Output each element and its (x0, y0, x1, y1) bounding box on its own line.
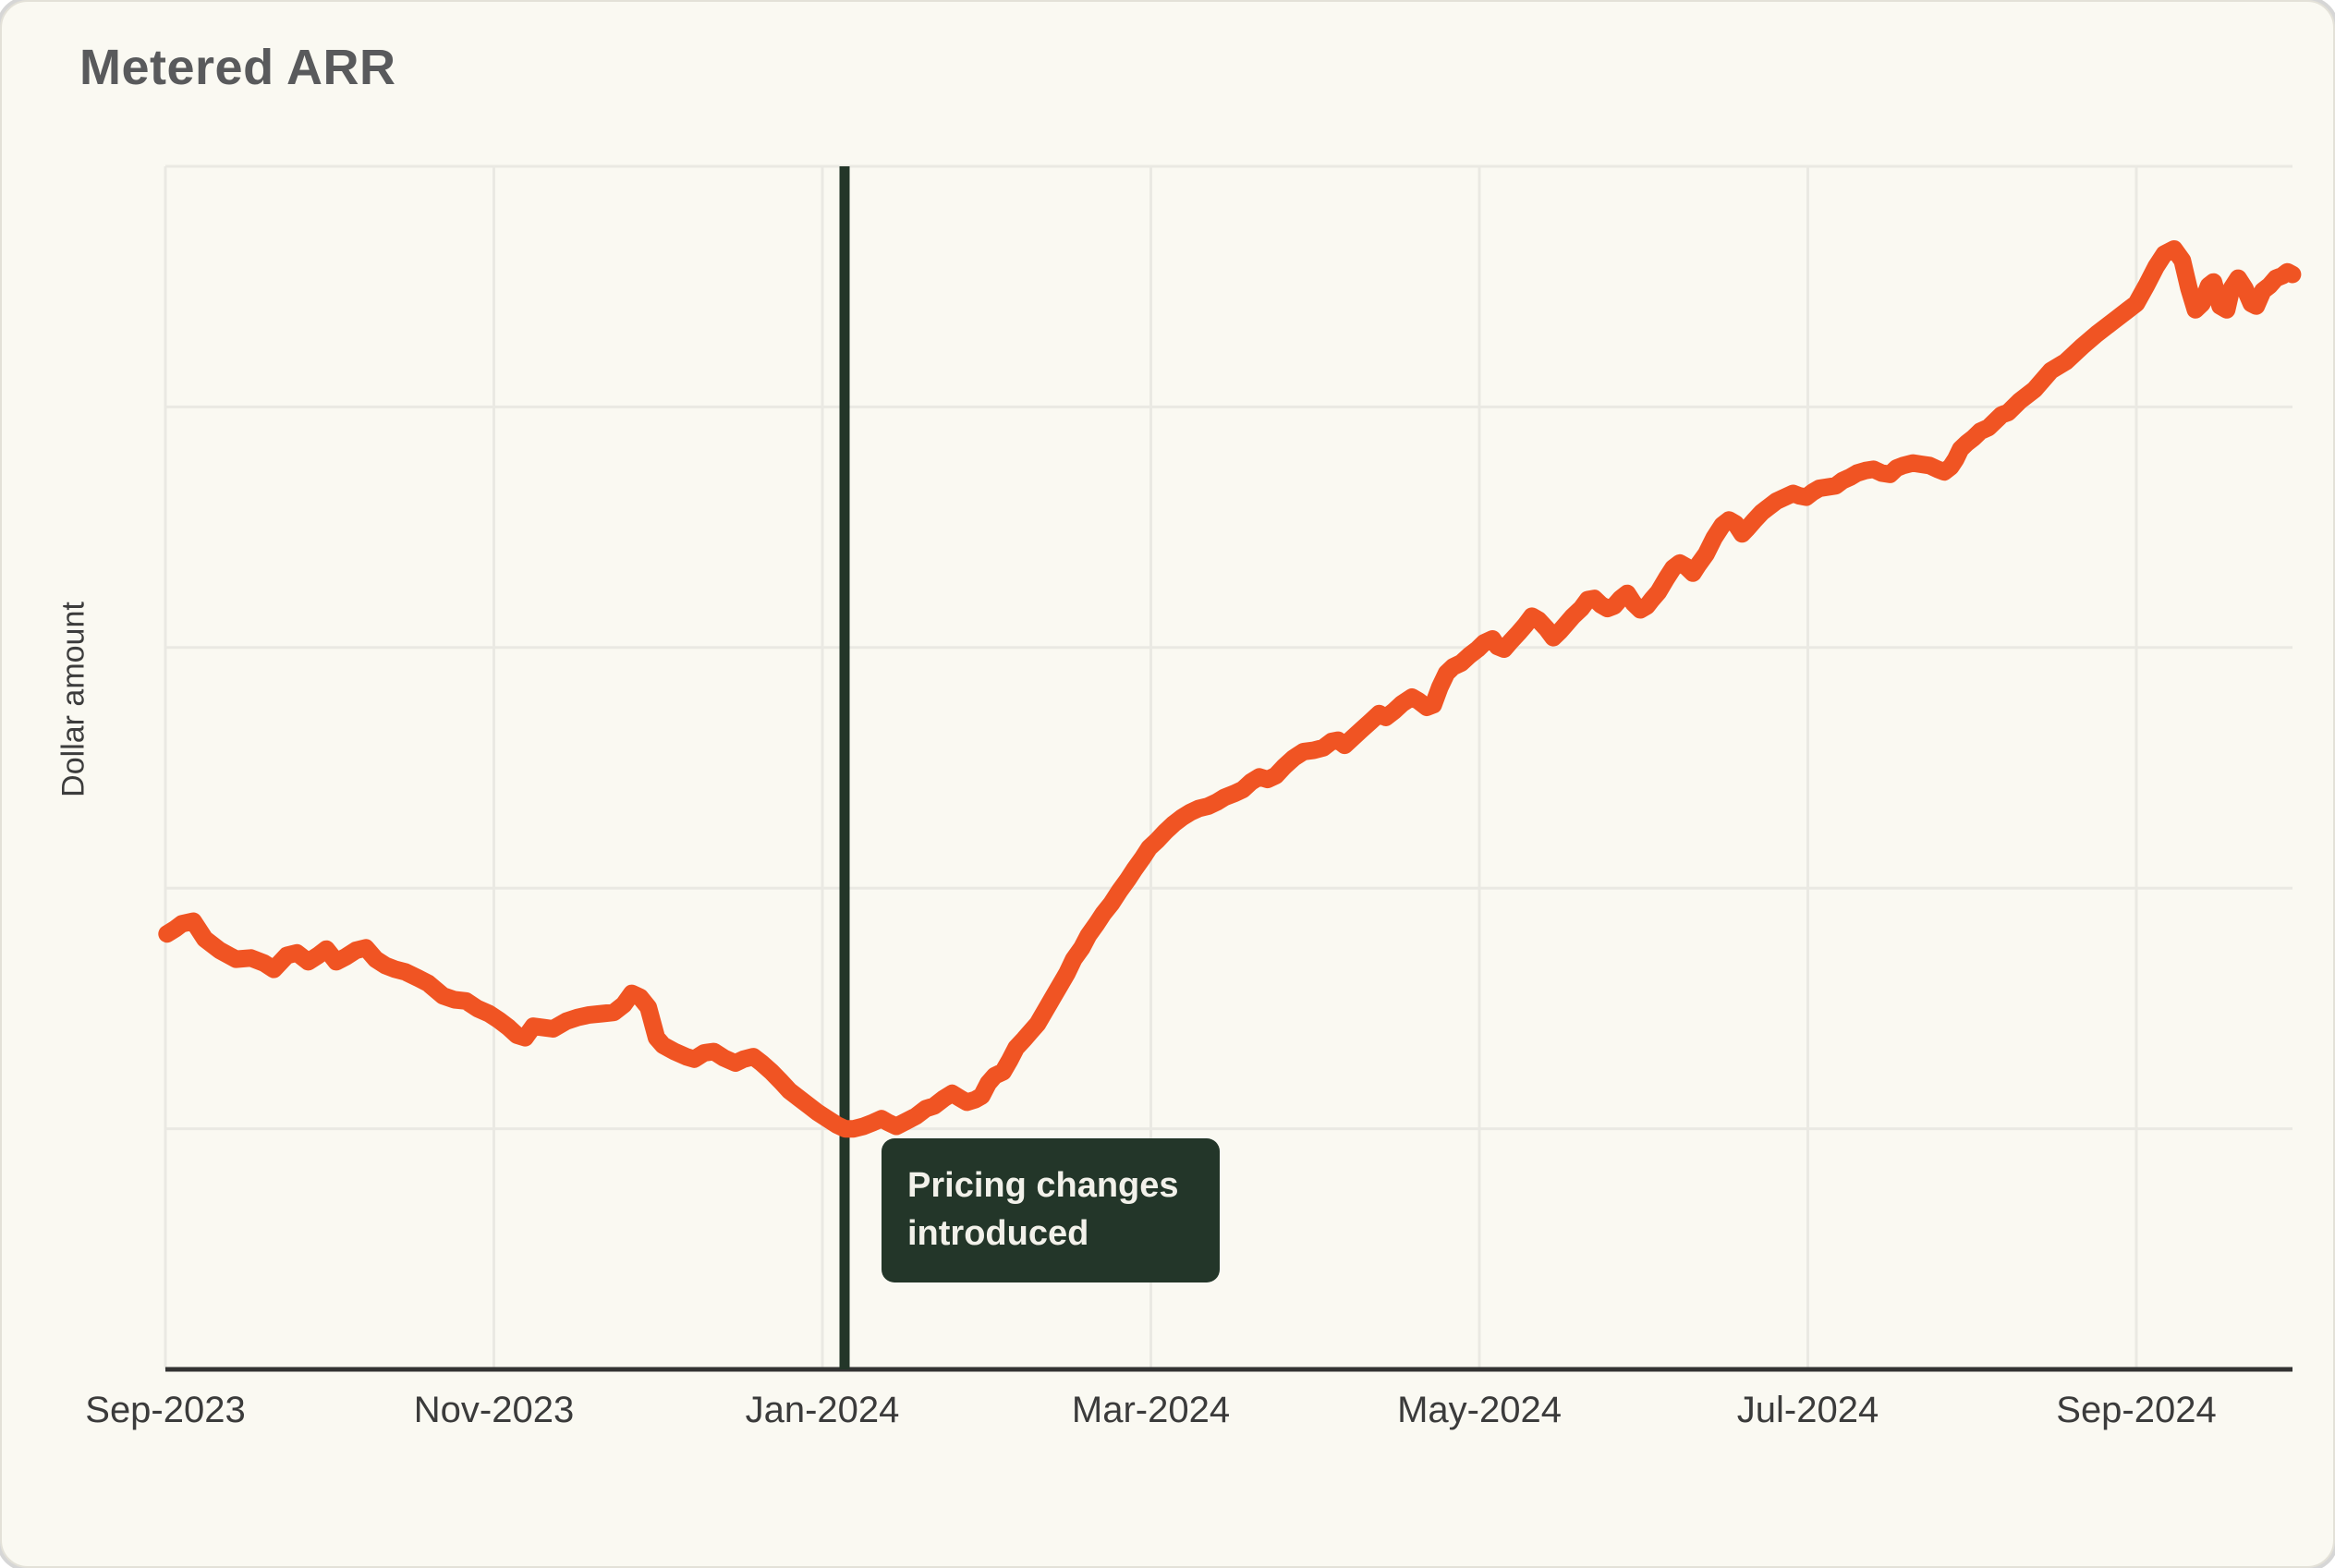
annotation-pricing-changes: Pricing changes introduced (882, 1138, 1220, 1282)
annotation-line-1: Pricing changes (907, 1166, 1179, 1205)
annotation-line-2: introduced (907, 1214, 1089, 1253)
metered-arr-series-line (158, 240, 2302, 1138)
chart-title: Metered ARR (79, 40, 396, 95)
